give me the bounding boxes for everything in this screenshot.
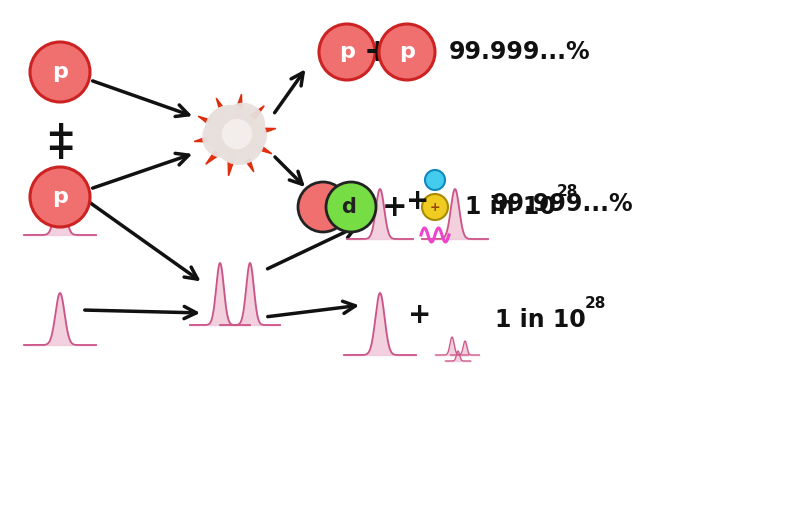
Text: d: d [342,197,357,217]
Circle shape [30,42,90,102]
Text: +: + [45,132,75,166]
Text: p: p [52,187,68,207]
Text: +: + [45,118,75,152]
Circle shape [319,24,375,80]
Circle shape [231,118,267,154]
Text: 28: 28 [557,184,578,199]
Polygon shape [235,128,276,136]
Text: +: + [408,301,432,329]
Text: +: + [406,187,430,215]
Circle shape [202,116,244,158]
Circle shape [222,119,252,149]
Polygon shape [206,135,235,164]
Text: 1 in 10: 1 in 10 [465,195,556,219]
Polygon shape [235,135,272,154]
Polygon shape [235,135,254,172]
Text: +: + [430,200,440,213]
Circle shape [221,103,266,148]
Circle shape [218,123,257,163]
Circle shape [30,167,90,227]
Circle shape [298,182,348,232]
Polygon shape [194,134,235,142]
Circle shape [210,112,257,158]
Text: p: p [52,62,68,82]
Text: p: p [399,42,415,62]
Text: +: + [364,37,390,67]
Circle shape [210,106,244,140]
Polygon shape [234,94,242,135]
Circle shape [326,182,376,232]
Polygon shape [216,98,235,135]
Text: 1 in 10: 1 in 10 [495,308,586,332]
Text: p: p [339,42,355,62]
Circle shape [213,113,265,165]
Polygon shape [198,116,235,135]
Text: 28: 28 [585,297,606,311]
Text: 99.999...%: 99.999...% [449,40,590,64]
Circle shape [425,170,445,190]
Circle shape [379,24,435,80]
Polygon shape [228,135,236,176]
Text: 99.999...%: 99.999...% [492,192,634,216]
Circle shape [205,105,255,155]
Circle shape [422,194,448,220]
Polygon shape [235,106,264,135]
Text: +: + [382,193,408,222]
